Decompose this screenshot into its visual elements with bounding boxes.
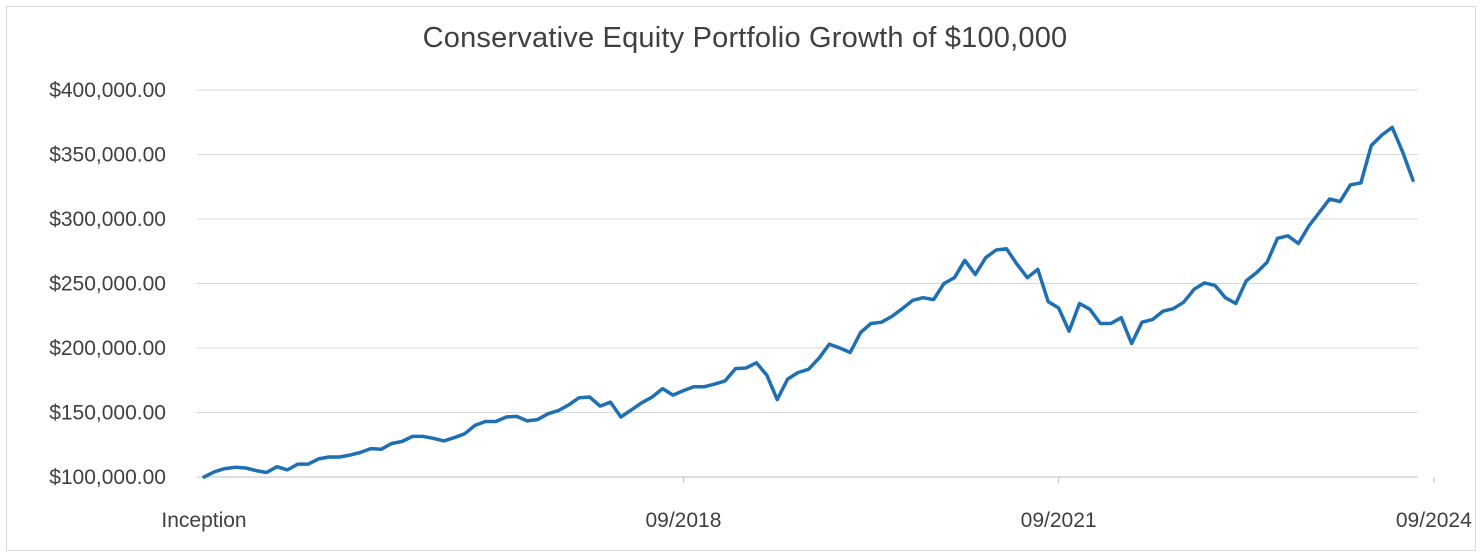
y-tick-label: $350,000.00 bbox=[49, 144, 166, 167]
y-tick-label: $200,000.00 bbox=[49, 337, 166, 360]
y-tick-label: $250,000.00 bbox=[49, 273, 166, 296]
x-tick-label: 09/2021 bbox=[1021, 509, 1097, 532]
y-tick-label: $300,000.00 bbox=[49, 208, 166, 231]
chart-title: Conservative Equity Portfolio Growth of … bbox=[422, 22, 1068, 54]
series-group bbox=[202, 125, 1415, 479]
x-tick-label: Inception bbox=[161, 509, 246, 532]
x-tick-label: 09/2018 bbox=[645, 509, 721, 532]
chart-frame bbox=[6, 6, 1476, 551]
y-axis: $100,000.00 $150,000.00 $200,000.00 $250,00… bbox=[49, 79, 166, 489]
x-axis: Inception 09/2018 09/2021 09/2024 bbox=[161, 477, 1472, 532]
y-tick-label: $150,000.00 bbox=[49, 402, 166, 425]
grid-lines bbox=[197, 89, 1418, 478]
y-tick-label: $400,000.00 bbox=[49, 79, 166, 102]
x-tick-label: 09/2024 bbox=[1396, 509, 1472, 532]
series-line bbox=[202, 125, 1415, 479]
y-tick-label: $100,000.00 bbox=[49, 466, 166, 489]
